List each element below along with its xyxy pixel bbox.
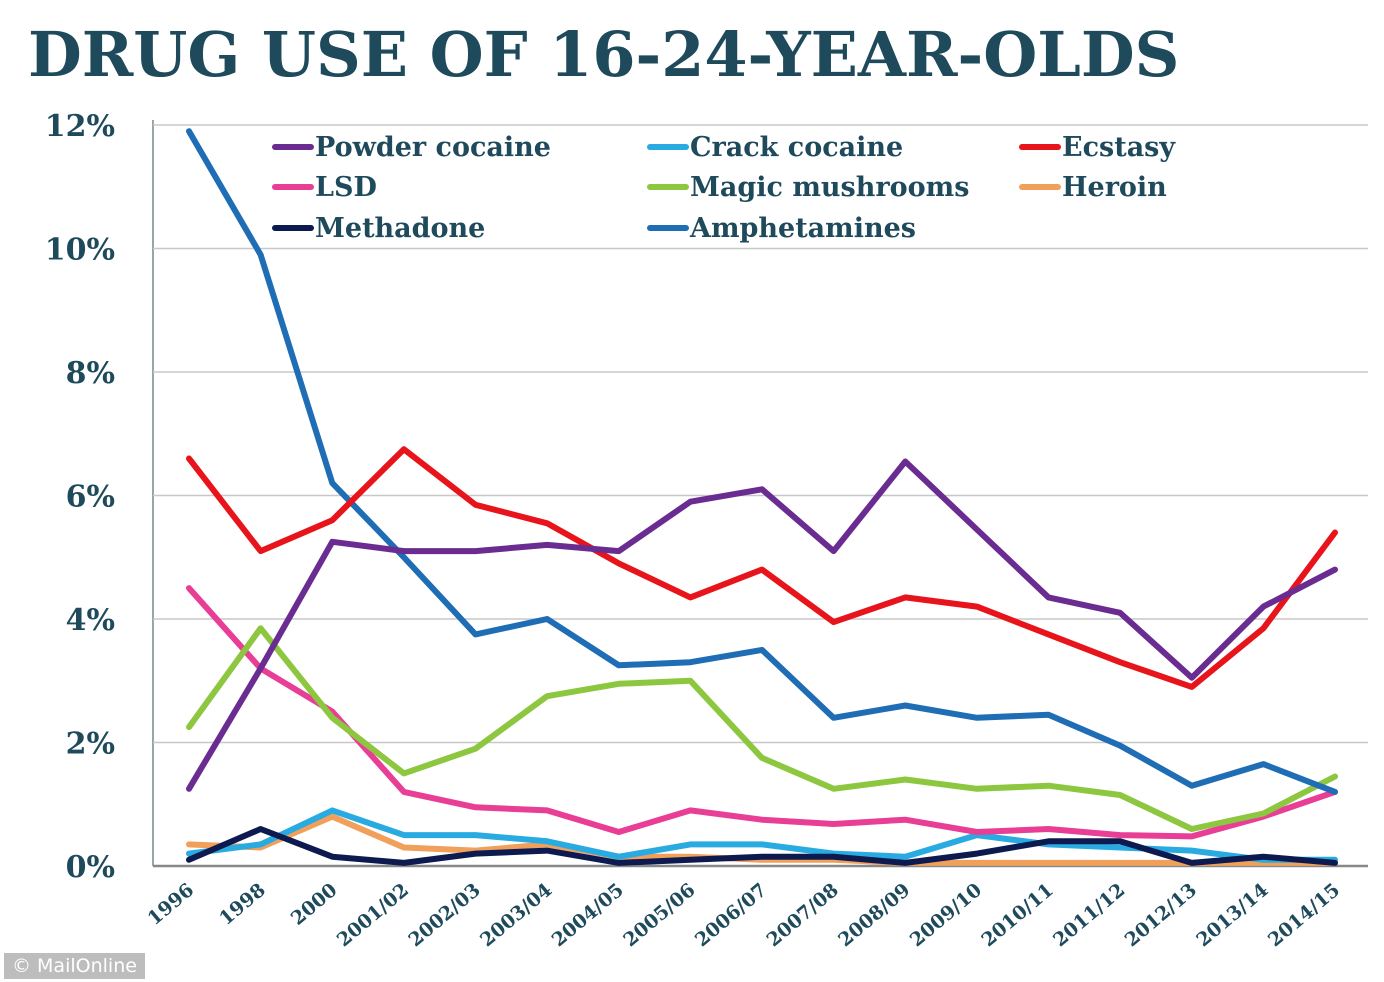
- x-tick-label: 2002/03: [404, 879, 484, 951]
- x-tick-label: 2005/06: [619, 879, 699, 951]
- x-tick-label: 1996: [144, 879, 199, 930]
- x-tick-label: 2007/08: [763, 879, 843, 951]
- x-tick-label: 1998: [215, 879, 270, 930]
- y-tick-label: 10%: [45, 233, 115, 268]
- x-tick-label: 2014/15: [1264, 879, 1344, 951]
- series-line-lsd: [186, 585, 1338, 840]
- x-tick-label: 2004/05: [548, 879, 628, 951]
- y-tick-label: 4%: [66, 603, 115, 638]
- legend-item: Heroin: [1019, 172, 1167, 203]
- legend-item: Crack cocaine: [647, 132, 903, 163]
- legend-label: Crack cocaine: [690, 132, 903, 163]
- x-tick-label: 2000: [287, 879, 342, 930]
- legend-label: Ecstasy: [1062, 132, 1176, 163]
- x-tick-label: 2008/09: [834, 879, 914, 951]
- legend-item: Amphetamines: [647, 213, 916, 244]
- series-line-powder-cocaine: [186, 458, 1338, 792]
- legend-item: Magic mushrooms: [647, 172, 969, 203]
- legend-label: LSD: [315, 172, 377, 203]
- y-tick-label: 6%: [66, 480, 115, 515]
- legend-item: Methadone: [272, 213, 485, 244]
- y-tick-label: 12%: [45, 109, 115, 144]
- x-tick-label: 2010/11: [977, 879, 1057, 951]
- series-line-ecstasy: [186, 446, 1338, 690]
- legend-item: Powder cocaine: [272, 132, 551, 163]
- y-tick-label: 0%: [66, 850, 115, 885]
- x-tick-label: 2003/04: [476, 879, 556, 951]
- y-tick-label: 2%: [66, 727, 115, 762]
- credit-label: © MailOnline: [4, 953, 145, 979]
- legend-label: Amphetamines: [689, 213, 916, 244]
- legend-label: Heroin: [1062, 172, 1167, 203]
- legend-item: LSD: [272, 172, 377, 203]
- x-tick-label: 2006/07: [691, 879, 771, 951]
- x-tick-label: 2013/14: [1192, 879, 1272, 951]
- series-line-heroin: [186, 813, 1338, 866]
- x-tick-label: 2009/10: [906, 879, 986, 951]
- series-line-methadone: [186, 826, 1338, 866]
- legend-label: Magic mushrooms: [690, 172, 969, 203]
- series-line-amphetamines: [186, 128, 1338, 795]
- legend-item: Ecstasy: [1019, 132, 1176, 163]
- series-line-magic-mushrooms: [186, 625, 1338, 832]
- legend-label: Powder cocaine: [315, 132, 551, 163]
- x-tick-label: 2001/02: [333, 879, 413, 951]
- chart-title: DRUG USE OF 16-24-YEAR-OLDS: [28, 18, 1179, 91]
- legend-label: Methadone: [315, 213, 485, 244]
- y-tick-label: 8%: [66, 356, 115, 391]
- x-tick-label: 2011/12: [1049, 879, 1129, 951]
- x-tick-label: 2012/13: [1121, 879, 1201, 951]
